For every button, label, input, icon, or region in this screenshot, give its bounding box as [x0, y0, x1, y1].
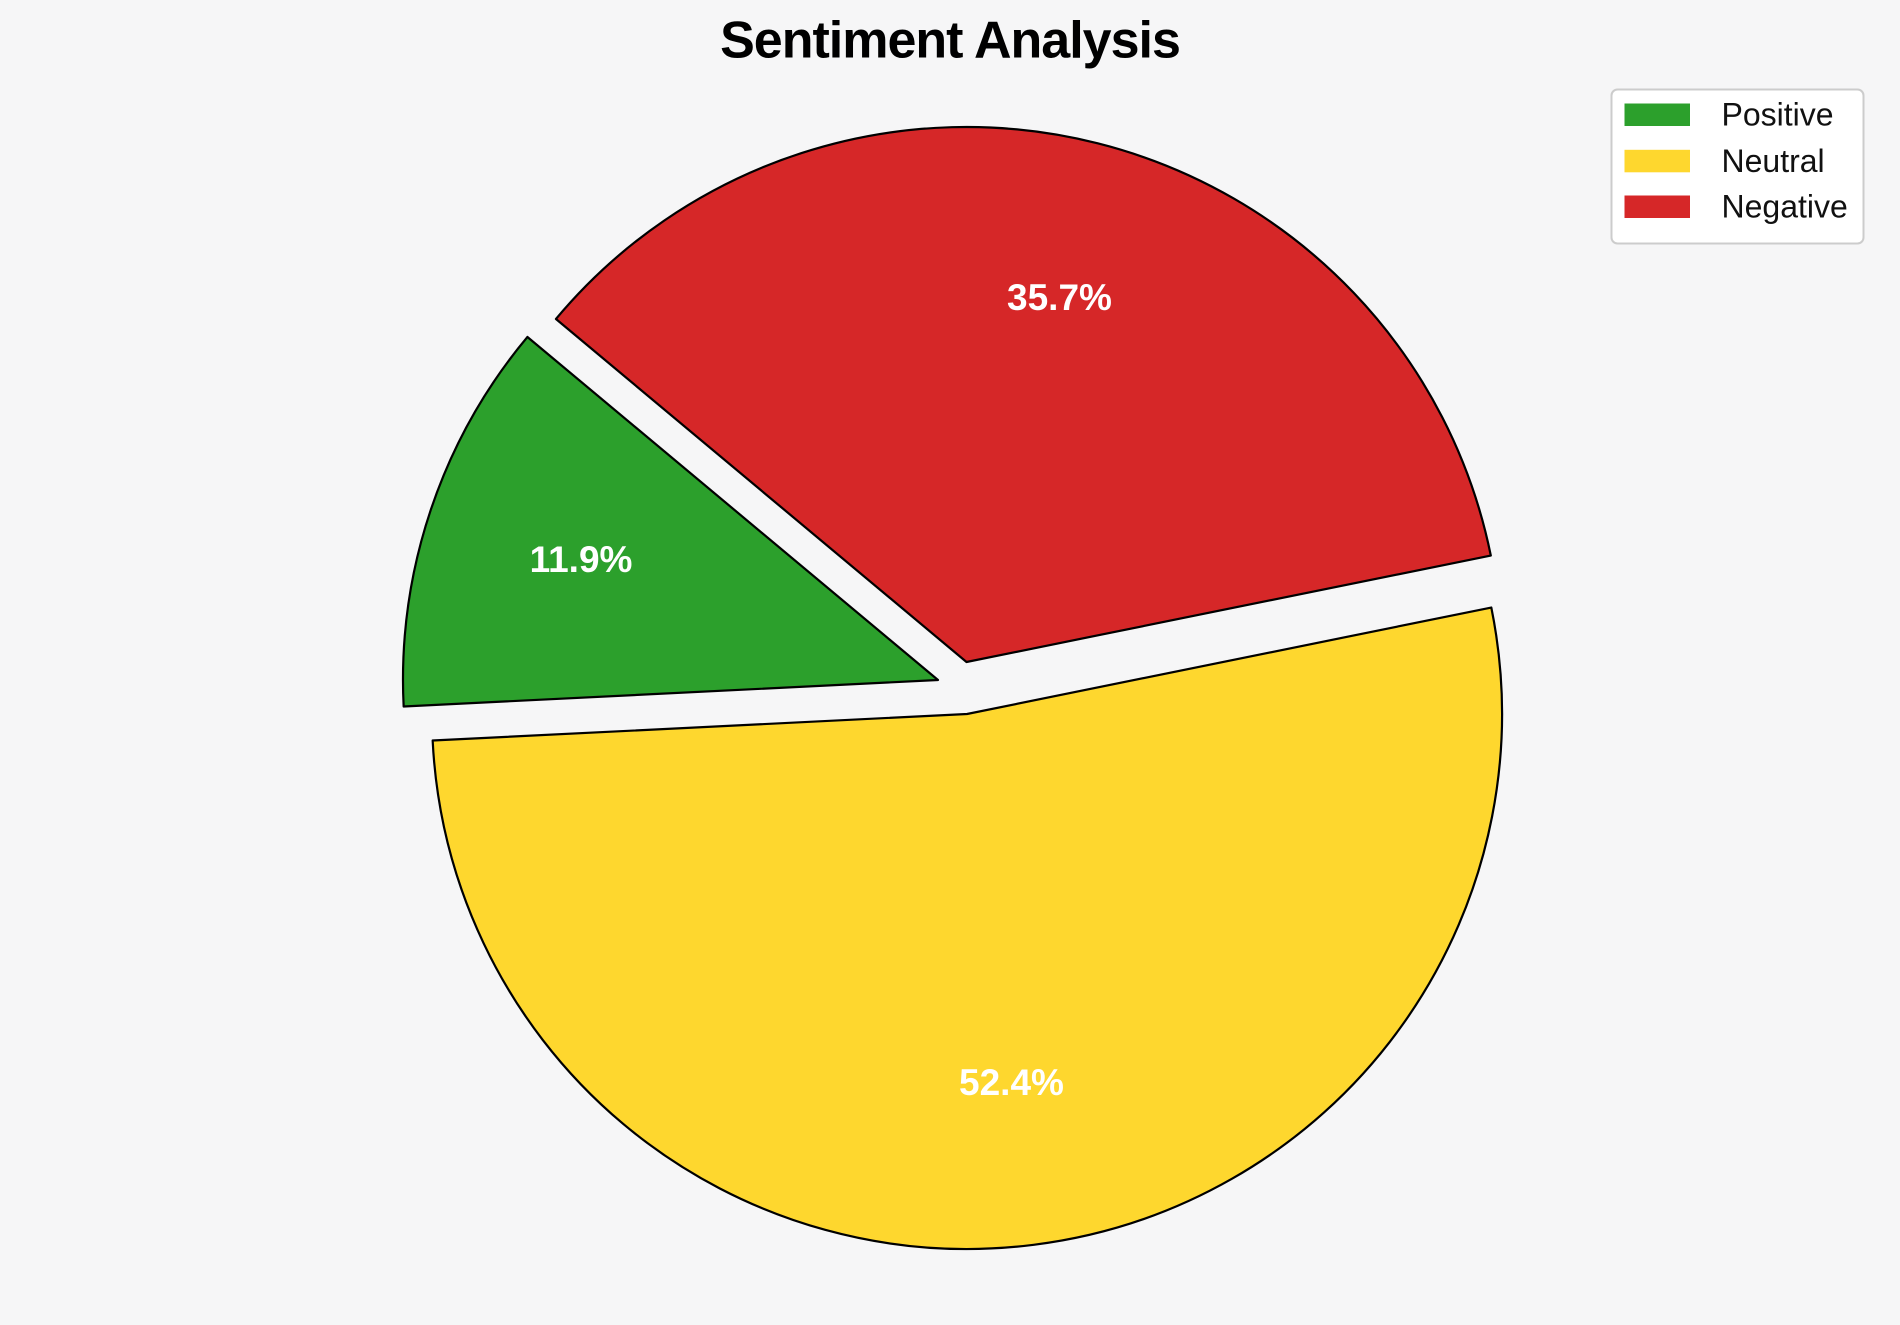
svg-text:Sentiment Analysis: Sentiment Analysis — [720, 12, 1180, 70]
svg-text:52.4%: 52.4% — [959, 1062, 1064, 1103]
svg-text:35.7%: 35.7% — [1007, 277, 1112, 318]
svg-text:Positive: Positive — [1722, 97, 1834, 133]
svg-text:Neutral: Neutral — [1722, 143, 1825, 179]
svg-text:Negative: Negative — [1722, 189, 1848, 225]
svg-text:11.9%: 11.9% — [530, 539, 633, 580]
